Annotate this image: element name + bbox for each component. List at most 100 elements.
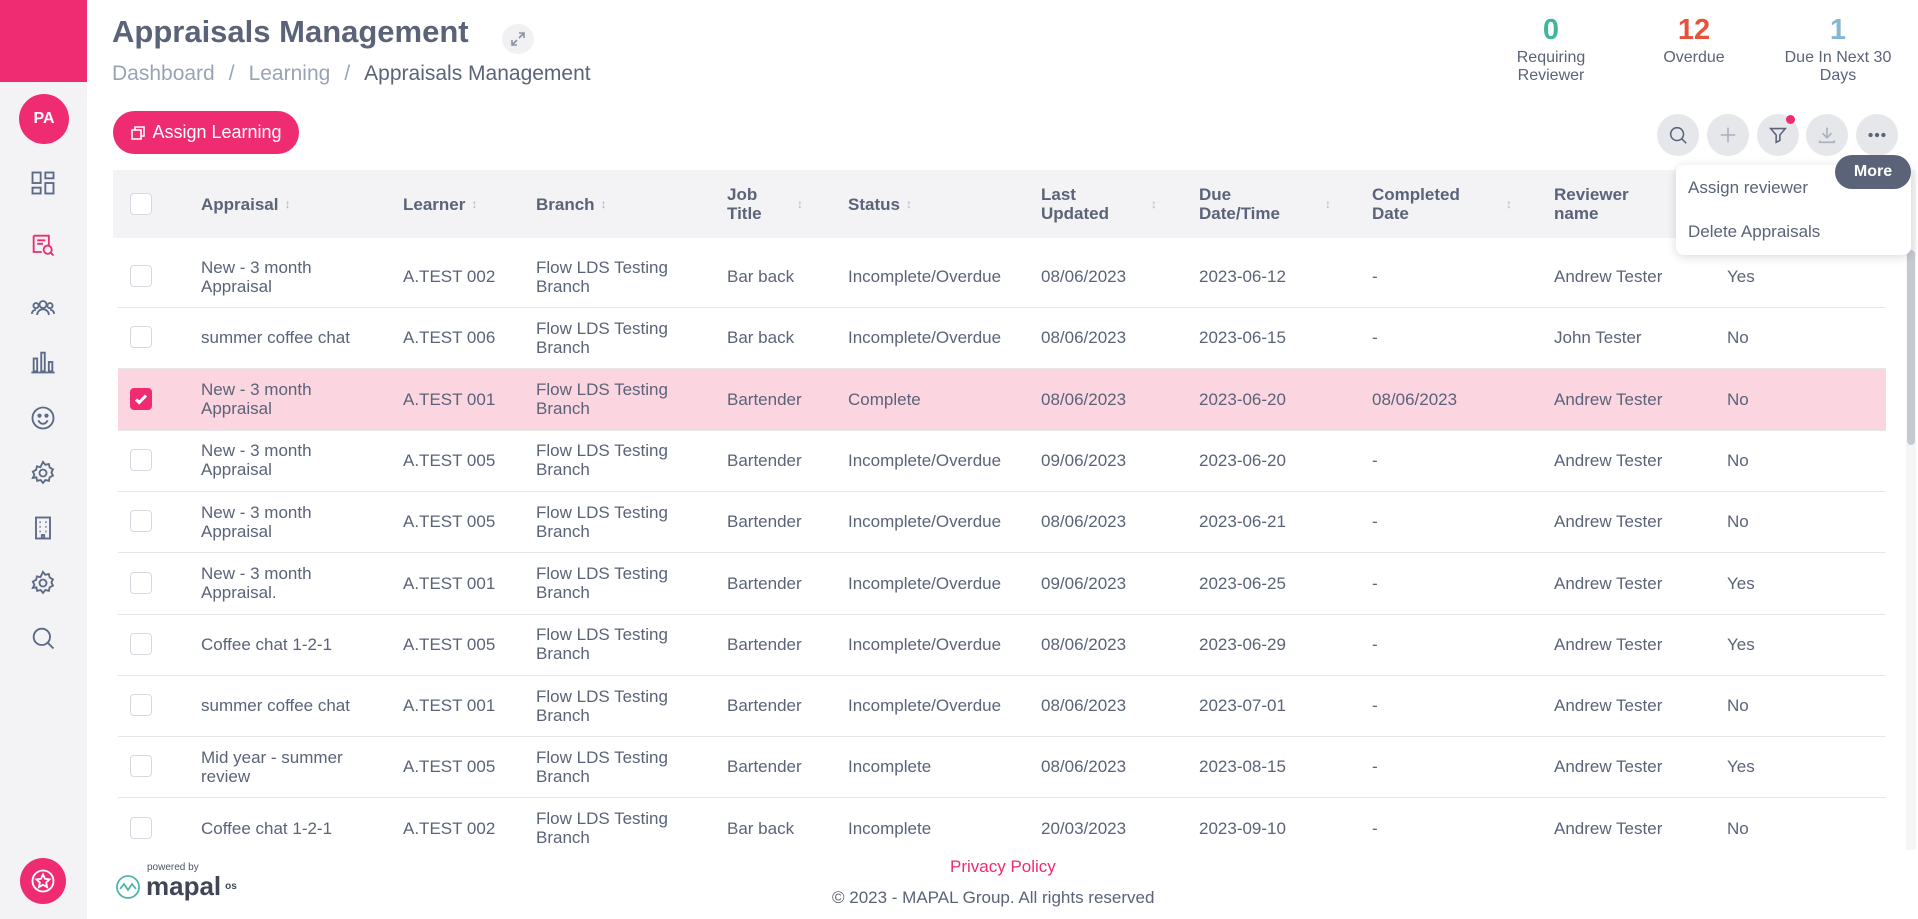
table-row[interactable]: New - 3 month Appraisal A.TEST 005 Flow LD… <box>118 430 1886 492</box>
reports-icon[interactable] <box>28 347 58 377</box>
cell-flag: Yes <box>1727 267 1755 286</box>
cell-job-title: Bartender <box>727 573 802 593</box>
column-last-updated[interactable]: Last Updated ↕ <box>1041 170 1161 238</box>
cell-completed-date: - <box>1372 818 1378 838</box>
breadcrumb-dashboard[interactable]: Dashboard <box>112 62 215 85</box>
column-learner[interactable]: Learner ↕ <box>403 170 477 238</box>
filter-button[interactable] <box>1757 114 1799 156</box>
column-due-date[interactable]: Due Date/Time ↕ <box>1199 170 1339 238</box>
cell-appraisal: summer coffee chat <box>201 328 350 348</box>
cell-reviewer-name: Andrew Tester <box>1554 512 1663 532</box>
settings-alt-icon[interactable] <box>28 568 58 598</box>
stat-label: Overdue <box>1663 49 1725 66</box>
cell-status: Incomplete/Overdue <box>848 450 1002 470</box>
more-icon <box>1868 132 1886 138</box>
breadcrumb-learning[interactable]: Learning <box>248 62 331 85</box>
cell-completed-date: - <box>1372 267 1378 286</box>
sort-icon: ↕ <box>1506 196 1512 211</box>
people-icon[interactable] <box>28 293 58 323</box>
cell-flag: Yes <box>1727 634 1755 654</box>
settings-icon[interactable] <box>28 458 58 488</box>
scrollbar-thumb[interactable] <box>1907 250 1915 445</box>
search-icon <box>1669 126 1687 144</box>
stat-value: 12 <box>1677 14 1711 46</box>
row-checkbox[interactable] <box>130 326 152 349</box>
sort-icon: ↕ <box>284 196 291 211</box>
cell-reviewer-name: Andrew Tester <box>1554 634 1663 654</box>
sort-icon: ↕ <box>797 196 803 211</box>
cell-appraisal: New - 3 month Appraisal <box>201 380 312 419</box>
cell-flag: No <box>1727 818 1749 838</box>
cell-learner: A.TEST 006 <box>403 328 496 348</box>
stat-label: Due In Next 30 Days <box>1784 49 1892 84</box>
stat-due-next-30[interactable]: 1 Due In Next 30 Days <box>1778 14 1898 85</box>
row-checkbox[interactable] <box>130 571 152 594</box>
table-row[interactable]: New - 3 month Appraisal A.TEST 001 Flow LD… <box>118 368 1886 431</box>
cell-reviewer-name: Andrew Tester <box>1554 573 1663 593</box>
stat-overdue[interactable]: 12 Overdue <box>1634 14 1754 67</box>
brand-block <box>0 0 87 82</box>
menu-item-assign-reviewer[interactable]: Assign reviewer <box>1688 178 1808 197</box>
row-checkbox[interactable] <box>130 448 152 471</box>
filter-icon <box>1768 127 1788 144</box>
select-all-checkbox[interactable] <box>130 193 152 215</box>
menu-item-delete-appraisals[interactable]: Delete Appraisals <box>1688 222 1821 241</box>
column-status[interactable]: Status ↕ <box>848 170 912 238</box>
column-reviewer-name[interactable]: Reviewer name <box>1554 170 1644 238</box>
cell-job-title: Bar back <box>727 267 795 286</box>
cell-job-title: Bar back <box>727 818 795 838</box>
appraisals-icon[interactable] <box>28 230 58 260</box>
star-badge-icon[interactable] <box>20 858 66 904</box>
table-row[interactable]: Coffee chat 1-2-1 A.TEST 005 Flow LDS Test… <box>118 614 1886 676</box>
cell-learner: A.TEST 005 <box>403 512 496 532</box>
cell-job-title: Bartender <box>727 389 802 409</box>
cell-flag: Yes <box>1727 757 1755 777</box>
table-row[interactable]: New - 3 month Appraisal. A.TEST 001 Flow L… <box>118 553 1886 615</box>
column-appraisal[interactable]: Appraisal ↕ <box>201 170 290 238</box>
column-branch[interactable]: Branch ↕ <box>536 170 607 238</box>
row-checkbox[interactable] <box>130 510 152 533</box>
dashboard-icon[interactable] <box>28 168 58 198</box>
more-button[interactable] <box>1856 114 1898 156</box>
row-checkbox[interactable] <box>130 816 152 839</box>
table-row[interactable]: New - 3 month Appraisal A.TEST 002 Flow LD… <box>118 246 1886 308</box>
search-icon[interactable] <box>28 623 58 653</box>
search-button[interactable] <box>1657 114 1699 156</box>
row-checkbox[interactable] <box>130 694 152 717</box>
cell-learner: A.TEST 005 <box>403 634 496 654</box>
breadcrumb: Dashboard / Learning / Appraisals Manage… <box>112 62 591 86</box>
cell-due-date: 2023-06-29 <box>1199 634 1286 654</box>
building-icon[interactable] <box>28 513 58 543</box>
column-completed-date[interactable]: Completed Date ↕ <box>1372 170 1522 238</box>
column-job-title[interactable]: Job Title ↕ <box>727 170 807 238</box>
cell-reviewer-name: Andrew Tester <box>1554 267 1663 286</box>
expand-button[interactable] <box>502 24 534 54</box>
cell-status: Incomplete <box>848 818 932 838</box>
cell-due-date: 2023-06-20 <box>1199 450 1286 470</box>
row-checkbox[interactable] <box>130 755 152 778</box>
column-label: Completed Date <box>1372 185 1460 223</box>
expand-icon <box>511 32 525 46</box>
cell-completed-date: - <box>1372 328 1378 348</box>
cell-last-updated: 08/06/2023 <box>1041 512 1127 532</box>
row-checkbox[interactable] <box>130 387 152 410</box>
sort-icon: ↕ <box>1325 196 1331 211</box>
stat-label: Requiring Reviewer <box>1516 49 1586 84</box>
cell-appraisal: New - 3 month Appraisal. <box>201 564 312 602</box>
row-checkbox[interactable] <box>130 265 152 287</box>
table-row[interactable]: summer coffee chat A.TEST 006 Flow LDS Tes… <box>118 307 1886 370</box>
table-row[interactable]: summer coffee chat A.TEST 001 Flow LDS Tes… <box>118 675 1886 738</box>
smiley-icon[interactable] <box>28 403 58 433</box>
cell-status: Incomplete/Overdue <box>848 573 1002 593</box>
privacy-policy-link[interactable]: Privacy Policy <box>950 857 1056 876</box>
assign-learning-button[interactable]: Assign Learning <box>113 111 299 154</box>
stat-requiring-reviewer[interactable]: 0 Requiring Reviewer <box>1491 14 1611 85</box>
table-row[interactable]: Mid year - summer review A.TEST 005 Flow L… <box>118 736 1886 799</box>
add-button[interactable] <box>1707 114 1749 156</box>
table-row[interactable]: New - 3 month Appraisal A.TEST 005 Flow LD… <box>118 491 1886 554</box>
cell-flag: No <box>1727 389 1749 409</box>
download-button[interactable] <box>1806 114 1848 156</box>
row-checkbox[interactable] <box>130 632 152 655</box>
table-row[interactable]: Coffee chat 1-2-1 A.TEST 002 Flow LDS Test… <box>118 798 1886 850</box>
avatar[interactable]: PA <box>19 94 69 144</box>
